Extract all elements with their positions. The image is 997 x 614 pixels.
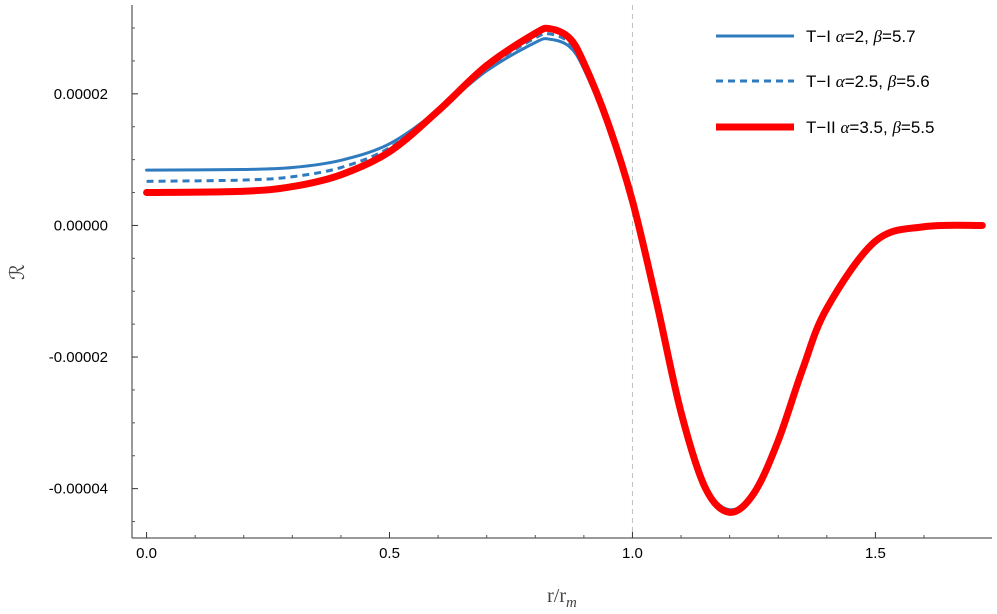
legend-label-2: T−I α=2.5, β=5.6 — [806, 72, 930, 91]
y-tick-label: -0.00002 — [49, 349, 108, 366]
x-axis-title-main: r/r — [547, 585, 566, 607]
y-tick-label: 0.00000 — [54, 217, 108, 234]
y-axis-title: ℛ — [7, 264, 29, 280]
legend-label-part: β — [887, 72, 897, 91]
legend-label-part: β — [873, 27, 883, 46]
y-tick-label: -0.00004 — [49, 481, 108, 498]
legend-label-part: α — [836, 27, 846, 46]
tick-group: 0.0 0.5 1.0 1.5 0.00002 0.00000 -0.00002 -0.000… — [49, 27, 925, 562]
legend-label-part: =2.5, — [845, 72, 888, 91]
legend-label-part: T−II — [806, 118, 840, 137]
x-tick-label: 1.5 — [865, 545, 886, 562]
legend-label-part: α — [836, 72, 846, 91]
x-tick-label: 0.0 — [136, 545, 157, 562]
legend-label-3: T−II α=3.5, β=5.5 — [806, 118, 934, 137]
legend-label-part: T−I — [806, 27, 836, 46]
series-line-1 — [145, 37, 984, 512]
series-group — [143, 24, 986, 516]
x-tick-label: 1.0 — [622, 545, 643, 562]
y-tick-label: 0.00002 — [54, 86, 108, 103]
legend-label-part: T−I — [806, 72, 836, 91]
legend-label-1: T−I α=2, β=5.7 — [806, 27, 916, 46]
legend-label-part: =5.6 — [896, 72, 930, 91]
axis-titles: r/rm ℛ — [7, 264, 577, 611]
legend-label-part: α — [840, 118, 850, 137]
series-line-3 — [143, 24, 986, 516]
x-tick-label: 0.5 — [379, 545, 400, 562]
legend-label-part: =5.7 — [882, 27, 916, 46]
legend-label-part: =2, — [845, 27, 874, 46]
series-line-2 — [146, 31, 983, 513]
legend-label-part: =5.5 — [901, 118, 935, 137]
legend-label-part: β — [891, 118, 901, 137]
x-axis-title-subscript: m — [566, 595, 577, 611]
legend-label-part: =3.5, — [849, 118, 892, 137]
legend: T−I α=2, β=5.7T−I α=2.5, β=5.6T−II α=3.5… — [716, 27, 934, 137]
x-axis-title: r/rm — [547, 585, 577, 611]
